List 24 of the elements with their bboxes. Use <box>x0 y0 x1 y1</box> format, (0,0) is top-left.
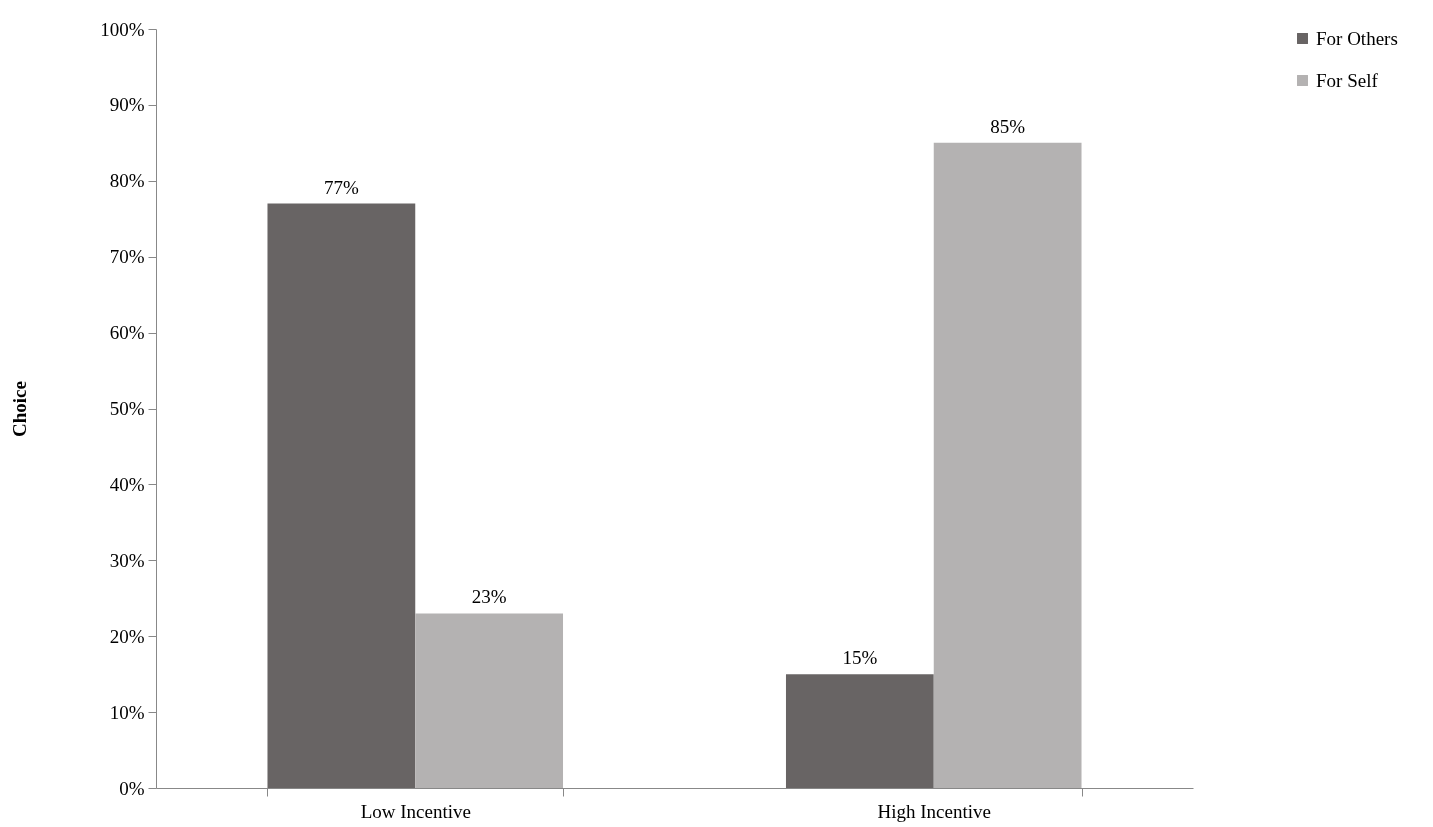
data-label: 77% <box>323 176 359 198</box>
y-tick-label: 40% <box>109 473 145 495</box>
y-tick-label: 60% <box>109 322 145 344</box>
y-tick-label: 10% <box>109 701 145 723</box>
x-tick-label: Low Incentive <box>360 800 471 822</box>
y-tick-label: 80% <box>109 170 145 192</box>
x-tick-label: High Incentive <box>877 800 991 822</box>
bar <box>933 142 1082 788</box>
data-label: 23% <box>471 586 507 608</box>
data-label: 85% <box>990 115 1026 137</box>
y-tick-label: 100% <box>100 18 145 40</box>
y-tick-label: 70% <box>109 246 145 268</box>
legend-label: For Others <box>1316 27 1398 49</box>
legend-label: For Self <box>1316 69 1379 91</box>
bar <box>267 203 416 788</box>
y-tick-label: 0% <box>119 777 145 799</box>
bar <box>785 674 934 788</box>
y-tick-label: 90% <box>109 94 145 116</box>
bar <box>415 613 564 788</box>
y-tick-label: 30% <box>109 549 145 571</box>
y-axis-title: Choice <box>9 381 31 437</box>
data-label: 15% <box>842 647 878 669</box>
y-tick-label: 50% <box>109 398 145 419</box>
y-tick-label: 20% <box>109 625 145 647</box>
